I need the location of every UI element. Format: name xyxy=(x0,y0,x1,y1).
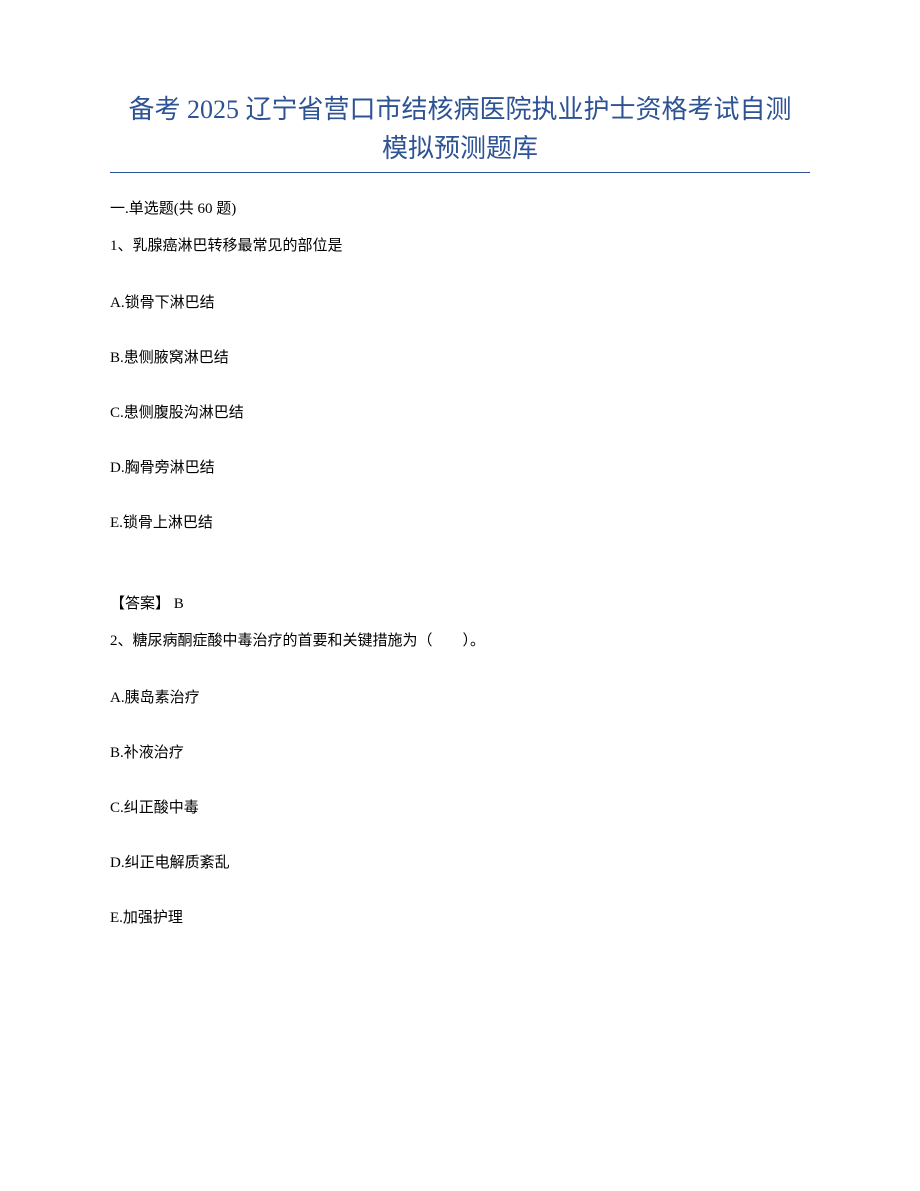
question-1-option-d: D.胸骨旁淋巴结 xyxy=(110,456,810,477)
question-1-number: 1、 xyxy=(110,238,133,254)
question-2-option-e: E.加强护理 xyxy=(110,906,810,927)
question-1-text: 乳腺癌淋巴转移最常见的部位是 xyxy=(133,238,343,254)
question-1-option-a: A.锁骨下淋巴结 xyxy=(110,291,810,312)
question-2-number: 2、 xyxy=(110,633,133,649)
title-underline xyxy=(110,172,810,173)
question-2: 2、糖尿病酮症酸中毒治疗的首要和关键措施为（ ）。 xyxy=(110,631,810,652)
question-2-option-c: C.纠正酸中毒 xyxy=(110,796,810,817)
question-1-option-b: B.患侧腋窝淋巴结 xyxy=(110,346,810,367)
question-1-option-e: E.锁骨上淋巴结 xyxy=(110,511,810,532)
document-title: 备考 2025 辽宁省营口市结核病医院执业护士资格考试自测 模拟预测题库 xyxy=(110,90,810,168)
question-2-option-d: D.纠正电解质紊乱 xyxy=(110,851,810,872)
section-header: 一.单选题(共 60 题) xyxy=(110,197,810,218)
question-1-answer: 【答案】 B xyxy=(110,592,810,613)
question-1: 1、乳腺癌淋巴转移最常见的部位是 xyxy=(110,236,810,257)
title-line-1: 备考 2025 辽宁省营口市结核病医院执业护士资格考试自测 xyxy=(128,95,791,124)
question-1-option-c: C.患侧腹股沟淋巴结 xyxy=(110,401,810,422)
question-2-text: 糖尿病酮症酸中毒治疗的首要和关键措施为（ ）。 xyxy=(133,633,486,649)
question-2-option-a: A.胰岛素治疗 xyxy=(110,686,810,707)
title-line-2: 模拟预测题库 xyxy=(382,134,538,163)
question-2-option-b: B.补液治疗 xyxy=(110,741,810,762)
